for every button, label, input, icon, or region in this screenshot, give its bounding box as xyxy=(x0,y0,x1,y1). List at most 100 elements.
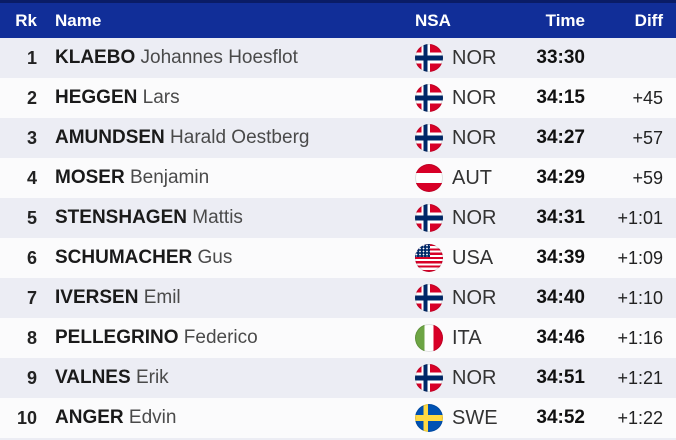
athlete-name-cell: AMUNDSEN Harald Oestberg xyxy=(37,127,415,149)
nsa-code: NOR xyxy=(452,126,497,149)
athlete-name-cell: STENSHAGEN Mattis xyxy=(37,207,415,229)
table-body: 1 KLAEBO Johannes Hoesflot NOR 33:30 2 HEGGEN… xyxy=(0,38,676,438)
rank-cell: 3 xyxy=(26,127,37,148)
athlete-surname: PELLEGRINO xyxy=(55,327,179,348)
sweden-flag-icon xyxy=(415,404,443,432)
italy-flag-icon xyxy=(415,324,443,352)
nsa-cell: NOR xyxy=(415,124,515,152)
rank-cell: 7 xyxy=(26,287,37,308)
header-name: Name xyxy=(55,10,102,30)
rank-cell: 6 xyxy=(26,247,37,268)
athlete-firstname: Erik xyxy=(130,367,169,388)
norway-flag-icon xyxy=(415,364,443,392)
table-row[interactable]: 6 SCHUMACHER Gus USA 34:39 +1:09 xyxy=(0,238,676,278)
time-cell: 34:31 xyxy=(536,207,585,228)
norway-flag-icon xyxy=(415,204,443,232)
nsa-cell: NOR xyxy=(415,364,515,392)
diff-cell: +1:01 xyxy=(617,207,663,228)
header-diff: Diff xyxy=(634,10,663,30)
table-header: Rk Name NSA Time Diff xyxy=(0,0,676,38)
athlete-firstname: Lars xyxy=(137,87,180,108)
rank-cell: 10 xyxy=(16,407,37,428)
norway-flag-icon xyxy=(415,84,443,112)
table-row[interactable]: 10 ANGER Edvin SWE 34:52 +1:22 xyxy=(0,398,676,438)
diff-cell: +1:16 xyxy=(617,327,663,348)
table-row[interactable]: 5 STENSHAGEN Mattis NOR 34:31 +1:01 xyxy=(0,198,676,238)
nsa-cell: NOR xyxy=(415,44,515,72)
athlete-firstname: Gus xyxy=(192,247,233,268)
nsa-code: NOR xyxy=(452,286,497,309)
header-nsa: NSA xyxy=(415,10,451,30)
athlete-name-cell: KLAEBO Johannes Hoesflot xyxy=(37,47,415,69)
nsa-code: NOR xyxy=(452,366,497,389)
table-row[interactable]: 8 PELLEGRINO Federico ITA 34:46 +1:16 xyxy=(0,318,676,358)
time-cell: 34:39 xyxy=(536,247,585,268)
nsa-code: NOR xyxy=(452,86,497,109)
nsa-code: NOR xyxy=(452,46,497,69)
table-row[interactable]: 9 VALNES Erik NOR 34:51 +1:21 xyxy=(0,358,676,398)
athlete-firstname: Federico xyxy=(178,327,258,348)
header-time: Time xyxy=(545,10,585,30)
athlete-name-cell: IVERSEN Emil xyxy=(37,287,415,309)
athlete-surname: STENSHAGEN xyxy=(55,207,187,228)
diff-cell: +1:09 xyxy=(617,247,663,268)
rank-cell: 5 xyxy=(26,207,37,228)
athlete-firstname: Harald Oestberg xyxy=(164,127,310,148)
athlete-firstname: Emil xyxy=(138,287,181,308)
nsa-cell: NOR xyxy=(415,84,515,112)
time-cell: 34:27 xyxy=(536,127,585,148)
nsa-cell: AUT xyxy=(415,164,515,192)
athlete-name-cell: SCHUMACHER Gus xyxy=(37,247,415,269)
nsa-code: SWE xyxy=(452,406,498,429)
rank-cell: 9 xyxy=(26,367,37,388)
rank-cell: 4 xyxy=(26,167,37,188)
diff-cell: +59 xyxy=(632,167,663,188)
athlete-name-cell: ANGER Edvin xyxy=(37,407,415,429)
athlete-surname: AMUNDSEN xyxy=(55,127,165,148)
table-row[interactable]: 4 MOSER Benjamin AUT 34:29 +59 xyxy=(0,158,676,198)
athlete-surname: ANGER xyxy=(55,407,124,428)
table-row[interactable]: 7 IVERSEN Emil NOR 34:40 +1:10 xyxy=(0,278,676,318)
nsa-cell: SWE xyxy=(415,404,515,432)
rank-cell: 2 xyxy=(26,87,37,108)
nsa-code: USA xyxy=(452,246,494,269)
time-cell: 33:30 xyxy=(536,47,585,68)
athlete-firstname: Edvin xyxy=(123,407,177,428)
diff-cell: +45 xyxy=(632,87,663,108)
athlete-surname: IVERSEN xyxy=(55,287,139,308)
athlete-surname: KLAEBO xyxy=(55,47,136,68)
time-cell: 34:40 xyxy=(536,287,585,308)
nsa-cell: ITA xyxy=(415,324,515,352)
athlete-surname: HEGGEN xyxy=(55,87,138,108)
athlete-firstname: Benjamin xyxy=(124,167,210,188)
athlete-name-cell: VALNES Erik xyxy=(37,367,415,389)
diff-cell: +57 xyxy=(632,127,663,148)
usa-flag-icon xyxy=(415,244,443,272)
nsa-cell: USA xyxy=(415,244,515,272)
athlete-firstname: Mattis xyxy=(186,207,243,228)
rank-cell: 1 xyxy=(26,47,37,68)
time-cell: 34:15 xyxy=(536,87,585,108)
time-cell: 34:52 xyxy=(536,407,585,428)
time-cell: 34:51 xyxy=(536,367,585,388)
table-row[interactable]: 2 HEGGEN Lars NOR 34:15 +45 xyxy=(0,78,676,118)
nsa-code: NOR xyxy=(452,206,497,229)
athlete-name-cell: PELLEGRINO Federico xyxy=(37,327,415,349)
header-rank: Rk xyxy=(15,10,37,30)
diff-cell: +1:22 xyxy=(617,407,663,428)
time-cell: 34:29 xyxy=(536,167,585,188)
athlete-name-cell: HEGGEN Lars xyxy=(37,87,415,109)
athlete-surname: MOSER xyxy=(55,167,125,188)
table-row[interactable]: 1 KLAEBO Johannes Hoesflot NOR 33:30 xyxy=(0,38,676,78)
athlete-name-cell: MOSER Benjamin xyxy=(37,167,415,189)
diff-cell: +1:10 xyxy=(617,287,663,308)
rank-cell: 8 xyxy=(26,327,37,348)
table-row[interactable]: 3 AMUNDSEN Harald Oestberg NOR 34:27 +57 xyxy=(0,118,676,158)
athlete-surname: SCHUMACHER xyxy=(55,247,193,268)
austria-flag-icon xyxy=(415,164,443,192)
diff-cell: +1:21 xyxy=(617,367,663,388)
time-cell: 34:46 xyxy=(536,327,585,348)
athlete-surname: VALNES xyxy=(55,367,131,388)
nsa-cell: NOR xyxy=(415,204,515,232)
